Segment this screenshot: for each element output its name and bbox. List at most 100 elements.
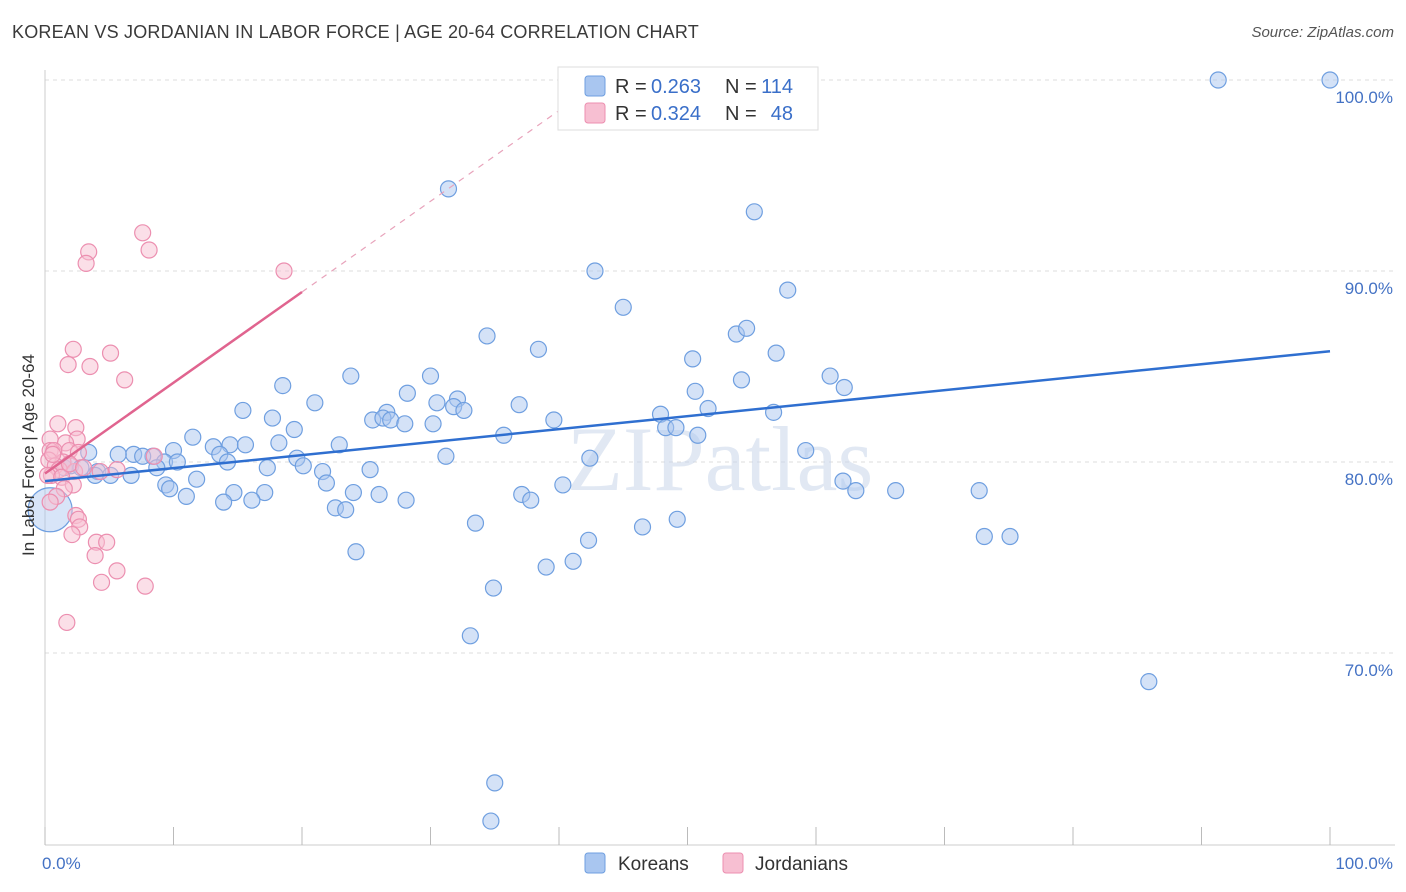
korean-point (834, 472, 852, 490)
korean-point (342, 367, 360, 385)
legend-r-label: R = (615, 76, 647, 98)
legend-n-value: 114 (761, 76, 793, 98)
axes: 70.0% 80.0% 90.0% 100.0% 0.0% 100.0% (42, 70, 1395, 873)
korean-point (188, 470, 206, 488)
jordanian-point (275, 262, 293, 280)
korean-point (258, 459, 276, 477)
x-tick-label: 100.0% (1335, 854, 1393, 873)
jordanian-point (81, 357, 99, 376)
jordanian-point (92, 573, 111, 591)
bottom-legend-label: Jordanians (755, 854, 848, 875)
korean-point (667, 419, 685, 437)
legend-r-value: 0.263 (651, 76, 701, 98)
legend-n-label: N = (725, 103, 757, 125)
korean-point (484, 579, 503, 597)
legend-r-label: R = (615, 103, 647, 125)
korean-point (684, 350, 702, 368)
watermark: ZIPatlas (567, 408, 874, 510)
korean-point (168, 453, 186, 471)
korean-point (545, 411, 563, 429)
jordanian-point (60, 455, 79, 473)
korean-point (370, 485, 388, 504)
korean-point (361, 461, 379, 479)
legend-swatch (584, 75, 606, 97)
korean-point (285, 420, 303, 439)
korean-point (398, 384, 416, 402)
source-label: Source: ZipAtlas.com (1251, 24, 1394, 41)
jordanian-point (134, 224, 152, 242)
korean-point (586, 262, 604, 280)
jordanian-point (140, 241, 158, 259)
jordanian-point (63, 525, 81, 544)
korean-point (437, 447, 455, 465)
jordanian-point (59, 355, 77, 374)
korean-point (847, 482, 865, 500)
y-tick-label: 70.0% (1345, 661, 1393, 680)
korean-point (306, 394, 324, 412)
jordanian-point (58, 613, 76, 632)
jordanian-point (101, 344, 120, 362)
korean-point (633, 518, 652, 536)
korean-point (668, 510, 686, 528)
korean-point (428, 394, 446, 412)
grid (45, 79, 1395, 654)
korean-point (424, 415, 442, 433)
korean-point (396, 415, 414, 433)
bottom-legend-swatch (584, 852, 606, 874)
korean-point (887, 482, 905, 500)
korean-point (256, 483, 274, 502)
legend-n-value: 48 (771, 103, 793, 125)
chart-title: KOREAN VS JORDANIAN IN LABOR FORCE | AGE… (12, 22, 699, 42)
y-axis-title: In Labor Force | Age 20-64 (19, 354, 38, 556)
korean-point (317, 474, 336, 492)
korean-point (835, 378, 853, 397)
korean-point (236, 436, 255, 454)
y-tick-label: 100.0% (1335, 88, 1393, 107)
korean-point (274, 377, 292, 395)
korean-point (439, 180, 458, 198)
jordanian-trend-extension (301, 110, 560, 293)
legend-swatch (584, 102, 606, 124)
korean-point (455, 401, 473, 420)
korean-point (579, 531, 598, 549)
korean-point (1001, 527, 1019, 546)
korean-point (767, 344, 785, 362)
jordanian-point (145, 447, 163, 465)
korean-point (975, 527, 993, 546)
jordanian-point (116, 371, 134, 389)
korean-point (1321, 71, 1339, 89)
korean-point (234, 401, 252, 420)
jordanian-point (74, 459, 93, 477)
jordanian-point (98, 533, 116, 551)
korean-point (263, 409, 282, 427)
jordanian-point (49, 415, 67, 433)
korean-point (397, 491, 415, 509)
korean-point (161, 480, 179, 498)
korean-point (537, 558, 555, 576)
korean-point (738, 319, 756, 337)
korean-point (215, 493, 233, 511)
korean-point (732, 371, 751, 389)
korean-point (821, 367, 839, 385)
korean-point (614, 298, 632, 316)
bottom-legend: Koreans Jordanians (584, 852, 848, 875)
korean-point (109, 445, 127, 463)
korean-point (330, 436, 348, 454)
legend-n-label: N = (725, 76, 757, 98)
korean-point (797, 441, 815, 460)
jordanian-trend-line (44, 290, 303, 475)
korean-point (970, 482, 988, 500)
korean-point (486, 774, 504, 792)
korean-point (564, 552, 582, 570)
korean-point (1209, 71, 1227, 89)
korean-point (337, 501, 355, 519)
korean-point (294, 457, 312, 475)
korean-point (581, 449, 599, 467)
legend-r-value: 0.324 (651, 103, 701, 125)
bottom-legend-label: Koreans (618, 854, 689, 875)
legend: R = 0.263 N = 114 R = 0.324 N = 48 (557, 66, 819, 131)
korean-point (686, 382, 704, 400)
korean-point (779, 281, 797, 299)
korean-point (554, 476, 572, 494)
